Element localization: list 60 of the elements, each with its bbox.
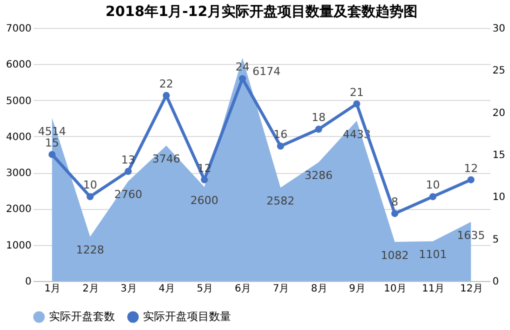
point [429, 193, 436, 200]
y2-tick-label: 30 [492, 24, 506, 34]
x-tick-label: 6月 [234, 284, 252, 294]
data-label: 18 [312, 111, 326, 124]
x-tick-label: 4月 [158, 284, 175, 294]
y2-tick-label: 20 [492, 108, 506, 119]
data-label: 8 [391, 196, 398, 209]
data-label: 10 [83, 178, 98, 192]
data-label: 15 [45, 136, 60, 150]
chart-title: 2018年1月-12月实际开盘项目数量及套数趋势图 [106, 3, 418, 20]
point [391, 210, 398, 218]
point [162, 92, 170, 99]
y-tick-label: 1000 [6, 240, 32, 252]
point [277, 142, 284, 150]
x-tick-label: 2月 [82, 284, 99, 294]
data-label: 2582 [266, 194, 295, 208]
data-label: 22 [159, 77, 174, 90]
legend-label: 实际开盘项目数量 [143, 310, 231, 323]
y-tick-label: 0 [25, 276, 32, 288]
data-label: 6174 [252, 64, 280, 78]
y2-tick-label: 10 [492, 192, 506, 204]
data-label: 1101 [418, 248, 447, 262]
y2-tick-label: 5 [492, 234, 499, 246]
x-tick-label: 12月 [460, 284, 483, 294]
y-tick-label: 4000 [6, 132, 32, 143]
y-tick-label: 6000 [6, 60, 32, 71]
data-label: 12 [464, 162, 478, 175]
x-tick-label: 5月 [196, 284, 214, 294]
x-tick-label: 8月 [310, 284, 328, 294]
y-tick-label: 3000 [6, 168, 32, 180]
data-label: 3746 [152, 152, 180, 166]
legend-label: 实际开盘套数 [49, 310, 115, 323]
point [86, 193, 94, 200]
x-tick-label: 9月 [349, 284, 366, 294]
y2-tick-label: 0 [492, 276, 499, 288]
data-label: 10 [426, 178, 440, 192]
x-tick-label: 7月 [272, 284, 290, 294]
data-label: 21 [350, 86, 364, 99]
data-label: 1228 [76, 244, 104, 257]
data-label: 1082 [380, 248, 409, 262]
point [315, 126, 322, 133]
y-tick-label: 5000 [6, 96, 32, 107]
point [124, 168, 132, 175]
data-label: 3286 [304, 169, 333, 182]
y2-tick-label: 25 [492, 66, 506, 77]
point [48, 150, 56, 158]
x-tick-label: 10月 [384, 284, 407, 294]
x-tick-label: 1月 [44, 284, 61, 294]
point [353, 100, 360, 108]
x-tick-label: 11月 [422, 284, 445, 294]
y-tick-label: 2000 [6, 204, 32, 216]
y2-tick-label: 15 [492, 150, 506, 161]
data-label: 16 [274, 128, 288, 142]
data-label: 24 [235, 60, 250, 74]
data-label: 2600 [190, 194, 218, 208]
y-tick-label: 7000 [6, 24, 32, 34]
data-label: 1635 [456, 228, 485, 242]
point [200, 176, 208, 184]
x-tick-label: 3月 [120, 284, 137, 294]
point [467, 176, 474, 184]
